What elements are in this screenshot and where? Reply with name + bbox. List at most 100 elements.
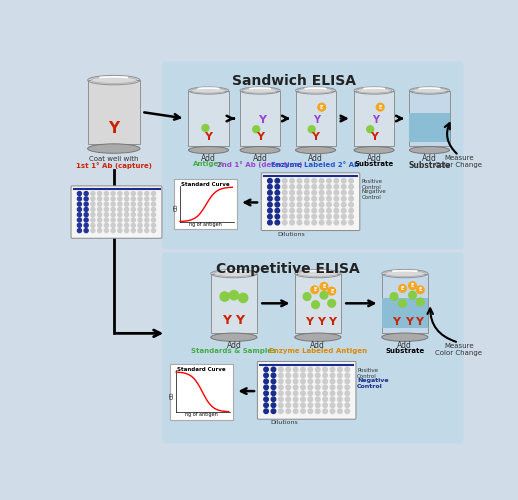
Circle shape (345, 397, 350, 402)
Circle shape (308, 373, 313, 378)
Circle shape (286, 385, 291, 390)
Circle shape (305, 184, 309, 189)
Circle shape (409, 292, 416, 299)
Circle shape (131, 224, 135, 228)
Circle shape (152, 212, 155, 216)
Circle shape (264, 409, 268, 414)
Text: Enzyme Labeled 2° Ab: Enzyme Labeled 2° Ab (271, 161, 359, 168)
Circle shape (328, 300, 336, 307)
Circle shape (290, 208, 294, 213)
Circle shape (91, 212, 95, 216)
Circle shape (264, 391, 268, 396)
Circle shape (338, 367, 342, 372)
Circle shape (145, 202, 149, 206)
Circle shape (323, 397, 327, 402)
Circle shape (286, 373, 291, 378)
Circle shape (328, 288, 336, 295)
Circle shape (268, 196, 272, 201)
Circle shape (367, 126, 373, 132)
Circle shape (91, 192, 95, 196)
Circle shape (286, 409, 291, 414)
Circle shape (104, 197, 108, 201)
Bar (409, 90, 450, 146)
Circle shape (349, 214, 353, 219)
Circle shape (286, 397, 291, 402)
Circle shape (202, 124, 209, 132)
Circle shape (152, 192, 155, 196)
Circle shape (152, 208, 155, 212)
Circle shape (305, 214, 309, 219)
Ellipse shape (295, 146, 336, 154)
Text: Measure
Color Change: Measure Color Change (435, 342, 482, 355)
Circle shape (330, 367, 335, 372)
Circle shape (275, 214, 280, 219)
Circle shape (297, 202, 301, 207)
Circle shape (104, 202, 108, 206)
Circle shape (97, 208, 102, 212)
Circle shape (290, 190, 294, 195)
Circle shape (104, 212, 108, 216)
Circle shape (111, 224, 115, 228)
Text: Standard Curve: Standard Curve (181, 182, 229, 188)
Circle shape (330, 379, 335, 384)
Circle shape (268, 214, 272, 219)
Text: E: E (411, 283, 414, 288)
Circle shape (138, 228, 142, 232)
Circle shape (77, 228, 81, 232)
Bar (240, 90, 280, 146)
Circle shape (97, 224, 102, 228)
Circle shape (118, 202, 122, 206)
Circle shape (334, 178, 339, 183)
Circle shape (124, 192, 128, 196)
Circle shape (264, 385, 268, 390)
Circle shape (111, 202, 115, 206)
Circle shape (297, 208, 301, 213)
Circle shape (338, 409, 342, 414)
Circle shape (323, 409, 327, 414)
Text: Dilutions: Dilutions (270, 420, 298, 426)
Circle shape (312, 214, 316, 219)
Circle shape (279, 385, 283, 390)
Text: E: E (322, 284, 326, 289)
Circle shape (297, 214, 301, 219)
Circle shape (118, 224, 122, 228)
Circle shape (338, 373, 342, 378)
Circle shape (308, 397, 313, 402)
Circle shape (293, 397, 298, 402)
Circle shape (152, 202, 155, 206)
Circle shape (84, 212, 88, 216)
Circle shape (77, 218, 81, 222)
Text: E: E (401, 286, 404, 291)
Circle shape (271, 367, 276, 372)
Circle shape (152, 218, 155, 222)
Circle shape (297, 190, 301, 195)
Ellipse shape (213, 270, 254, 276)
Circle shape (318, 104, 325, 111)
Circle shape (338, 397, 342, 402)
Circle shape (97, 228, 102, 232)
Text: Y: Y (236, 314, 244, 328)
Text: Competitive ELISA: Competitive ELISA (216, 262, 360, 276)
Circle shape (312, 208, 316, 213)
Circle shape (301, 373, 305, 378)
Text: OD: OD (174, 204, 179, 211)
Ellipse shape (295, 333, 341, 342)
Circle shape (315, 367, 320, 372)
Circle shape (341, 214, 346, 219)
Circle shape (349, 202, 353, 207)
Text: Standards & Samples: Standards & Samples (191, 348, 277, 354)
FancyBboxPatch shape (162, 252, 464, 444)
Text: Add: Add (422, 154, 437, 163)
Circle shape (268, 178, 272, 183)
Circle shape (293, 373, 298, 378)
Text: Substrate: Substrate (408, 161, 451, 170)
Circle shape (290, 196, 294, 201)
Circle shape (271, 385, 276, 390)
Circle shape (118, 192, 122, 196)
Text: Y: Y (313, 115, 321, 125)
Circle shape (323, 367, 327, 372)
Text: E: E (379, 104, 382, 110)
Circle shape (97, 197, 102, 201)
Text: Add: Add (226, 341, 241, 350)
Circle shape (138, 212, 142, 216)
